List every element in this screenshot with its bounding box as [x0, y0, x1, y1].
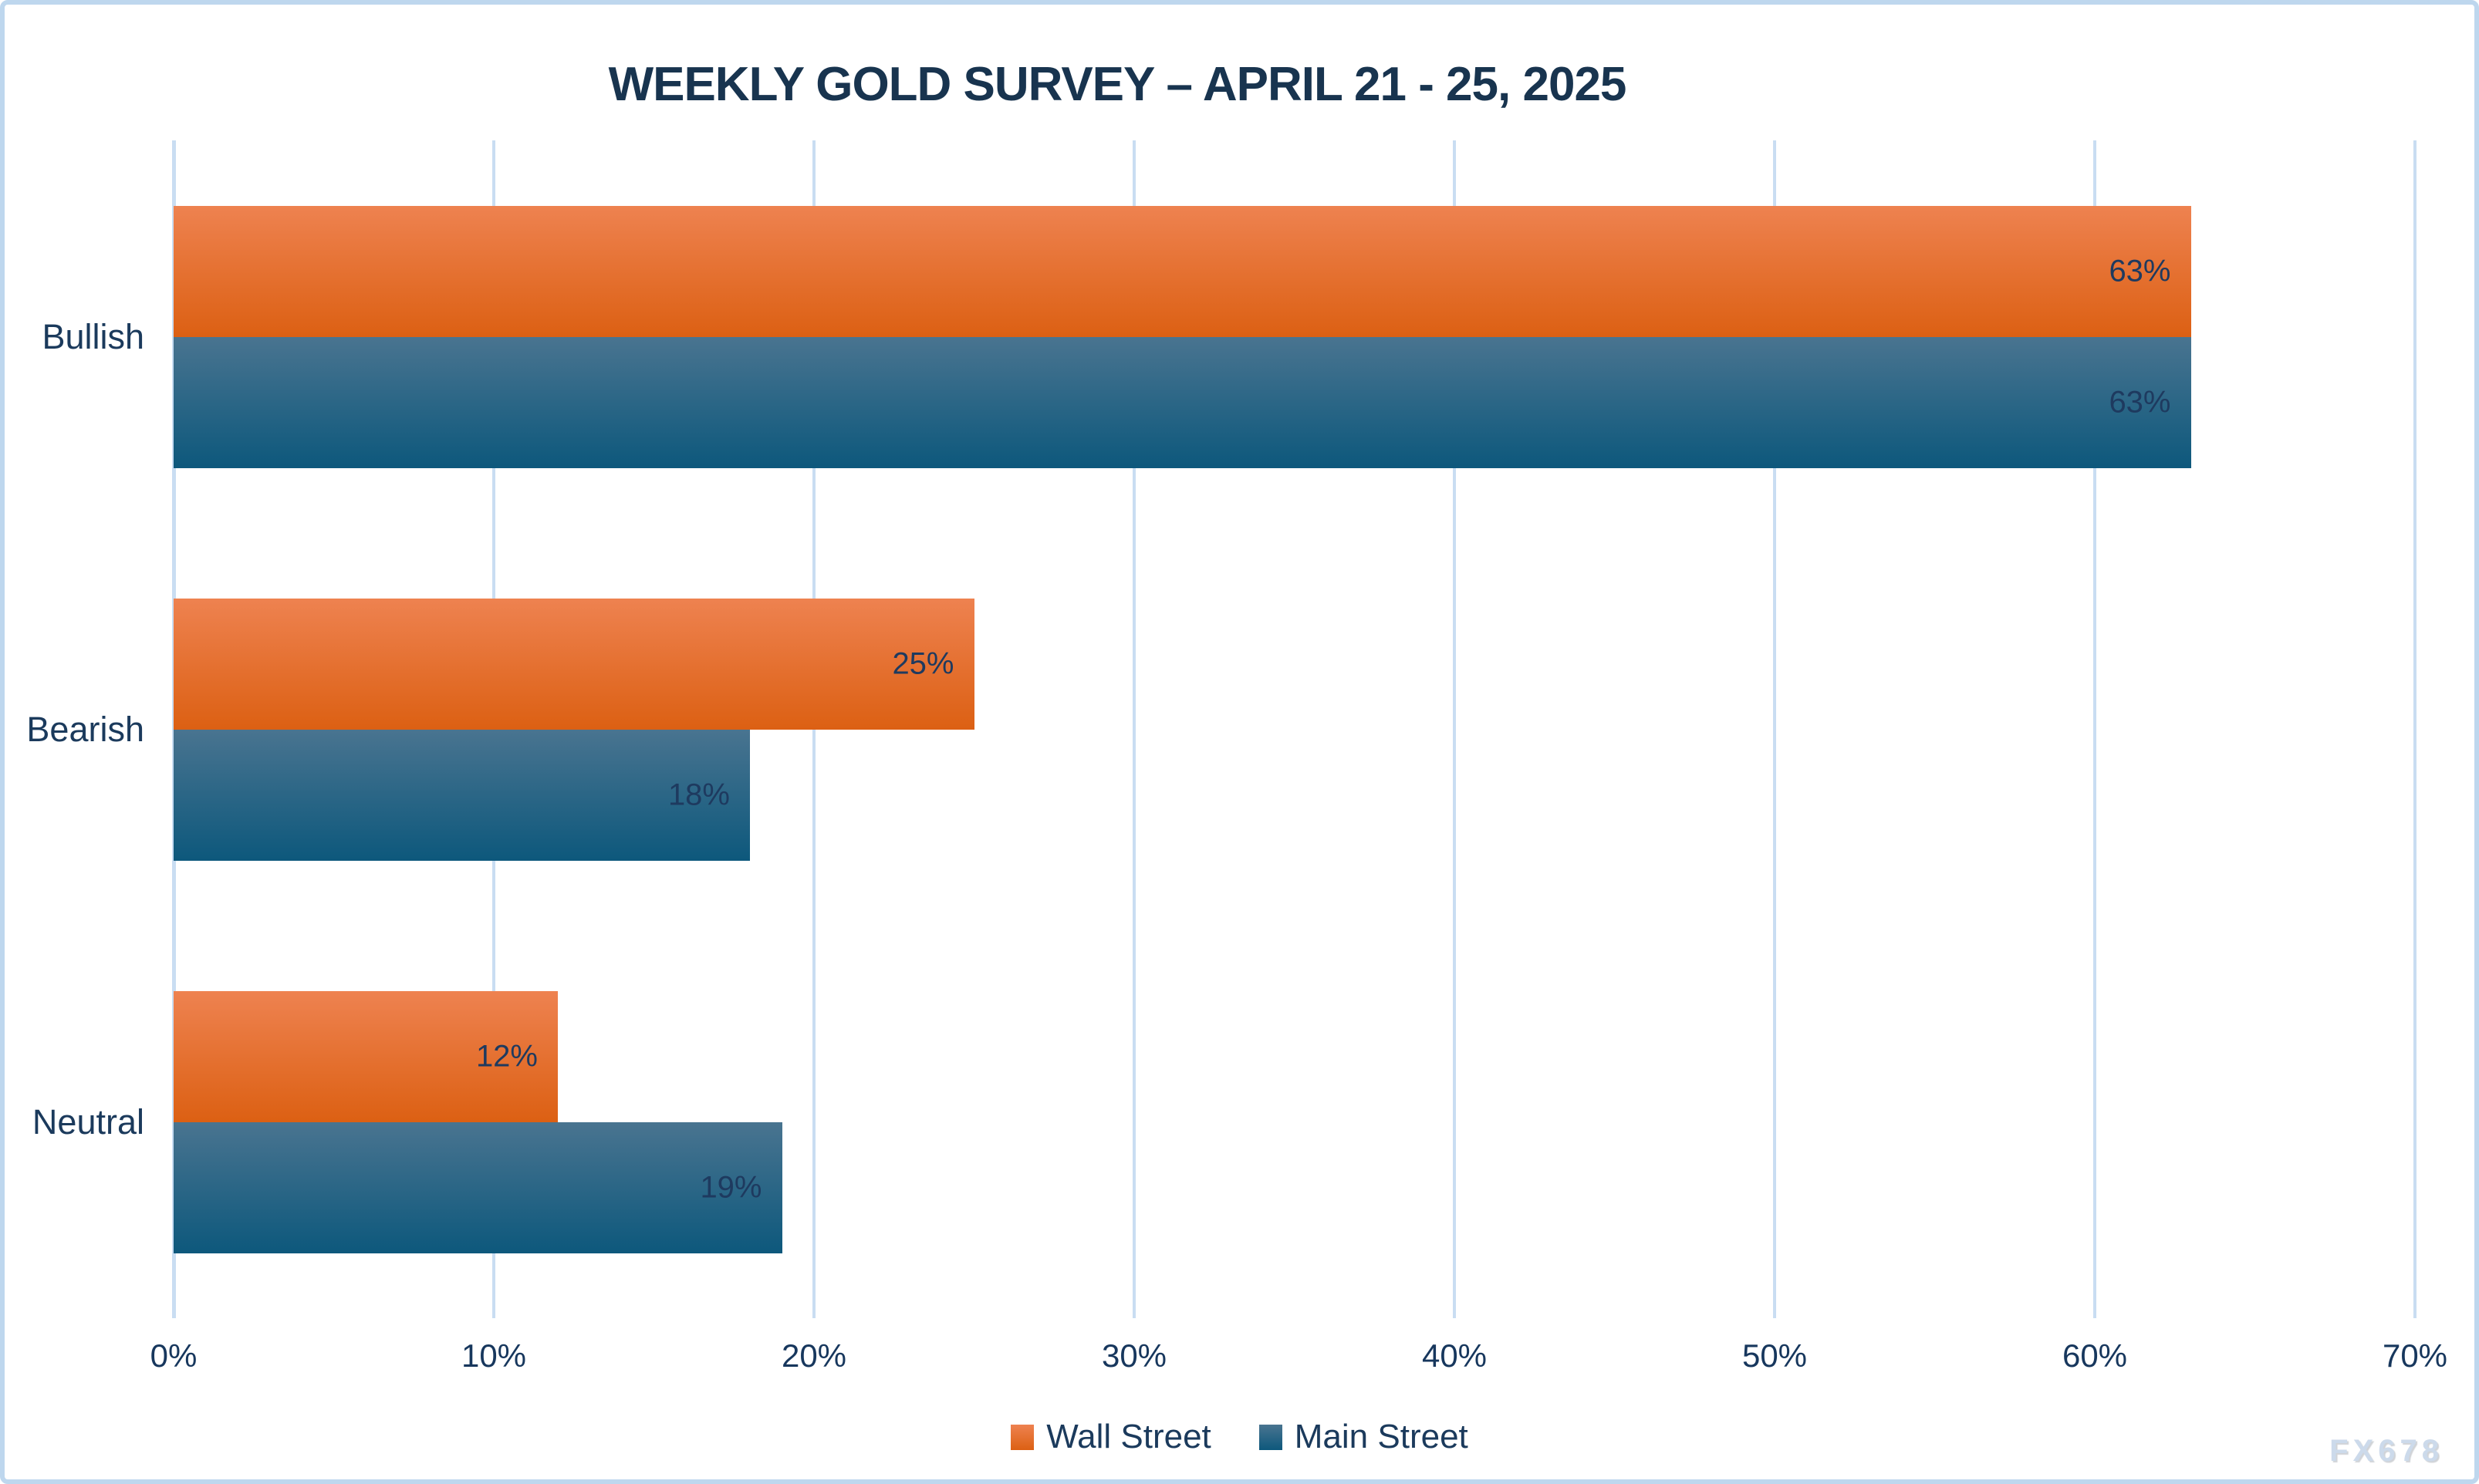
gridline	[1773, 140, 1776, 1318]
plot-area: 63% 63% 25% 18% 12% 19%	[172, 140, 2417, 1318]
category-label-bullish: Bullish	[42, 316, 144, 356]
bar-value-label: 25%	[892, 646, 954, 680]
bar-value-label: 18%	[667, 777, 730, 811]
gridline	[1133, 140, 1136, 1318]
bar-value-label: 63%	[2109, 385, 2171, 419]
gridline	[2093, 140, 2096, 1318]
bar-neutral-wall-street: 12%	[174, 990, 558, 1122]
watermark: FX678	[2329, 1434, 2444, 1468]
x-tick-label: 30%	[1101, 1337, 1167, 1374]
x-tick-label: 60%	[2062, 1337, 2128, 1374]
main-street-swatch-icon	[1258, 1424, 1282, 1450]
bar-bearish-main-street: 18%	[174, 729, 750, 861]
chart-title: WEEKLY GOLD SURVEY – APRIL 21 - 25, 2025	[608, 58, 1627, 111]
legend: Wall Street Main Street	[5, 1418, 2474, 1456]
bar-value-label: 19%	[700, 1170, 762, 1204]
x-tick-label: 70%	[2382, 1337, 2448, 1374]
legend-label-wall-street: Wall Street	[1046, 1418, 1211, 1455]
legend-item-main-street: Main Street	[1258, 1418, 1468, 1456]
category-label-neutral: Neutral	[32, 1101, 144, 1142]
bar-bullish-wall-street: 63%	[174, 205, 2191, 337]
bar-bullish-main-street: 63%	[174, 336, 2191, 468]
gridline	[812, 140, 816, 1318]
bar-neutral-main-street: 19%	[174, 1121, 782, 1253]
bar-bearish-wall-street: 25%	[174, 598, 974, 730]
x-tick-label: 10%	[461, 1337, 527, 1374]
x-tick-label: 0%	[150, 1337, 198, 1374]
gridline	[1453, 140, 1456, 1318]
wall-street-swatch-icon	[1011, 1424, 1035, 1450]
gridline	[2413, 140, 2417, 1318]
x-tick-label: 40%	[1421, 1337, 1488, 1374]
bar-value-label: 63%	[2109, 254, 2171, 288]
legend-label-main-street: Main Street	[1294, 1418, 1468, 1455]
x-tick-label: 50%	[1741, 1337, 1808, 1374]
legend-item-wall-street: Wall Street	[1011, 1418, 1211, 1456]
x-tick-label: 20%	[781, 1337, 847, 1374]
category-label-bearish: Bearish	[26, 709, 144, 749]
bar-value-label: 12%	[475, 1039, 538, 1073]
